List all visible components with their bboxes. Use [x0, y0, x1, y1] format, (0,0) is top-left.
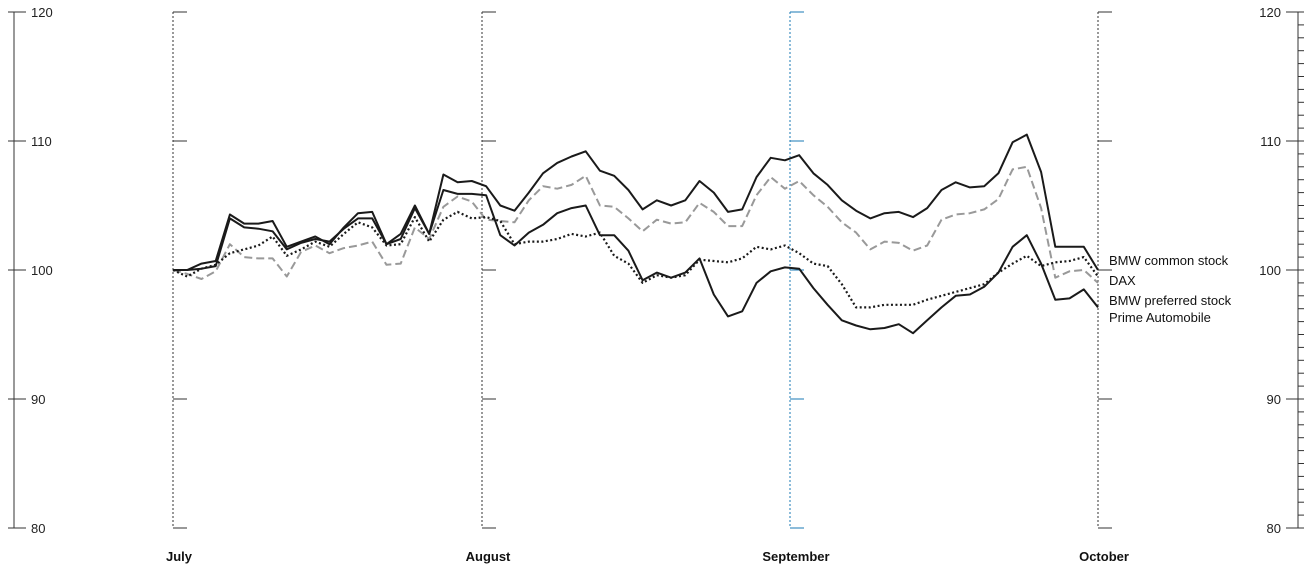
y-tick-label: 80 — [31, 521, 45, 536]
series-line-prime-automobile — [173, 189, 1099, 335]
series-lines — [172, 133, 1099, 335]
month-dividers: July August September October — [166, 11, 1129, 564]
legend: BMW common stock DAX BMW preferred stock Pr… — [1109, 253, 1232, 325]
series-line-bmw-common-stock — [173, 133, 1099, 271]
y-tick-label: 110 — [31, 134, 52, 149]
y-tick-label: 110 — [1260, 134, 1281, 149]
series-line-bmw-preferred-stock — [172, 210, 1099, 309]
y-tick-label: 90 — [31, 392, 45, 407]
y-tick-label: 100 — [31, 263, 53, 278]
legend-label: Prime Automobile — [1109, 310, 1211, 325]
right-y-axis: 80 90 100 110 120 — [1259, 5, 1304, 536]
legend-label: DAX — [1109, 273, 1136, 288]
legend-label: BMW common stock — [1109, 253, 1229, 268]
y-tick-label: 80 — [1267, 521, 1281, 536]
month-label: August — [466, 549, 511, 564]
left-y-axis: 80 90 100 110 120 — [8, 5, 53, 536]
legend-label: BMW preferred stock — [1109, 293, 1232, 308]
series-line-dax — [172, 165, 1099, 284]
y-tick-label: 90 — [1267, 392, 1281, 407]
y-tick-label: 120 — [1259, 5, 1281, 20]
y-tick-label: 100 — [1259, 263, 1281, 278]
month-label: July — [166, 549, 193, 564]
month-label: September — [762, 549, 829, 564]
month-label: October — [1079, 549, 1129, 564]
y-tick-label: 120 — [31, 5, 53, 20]
